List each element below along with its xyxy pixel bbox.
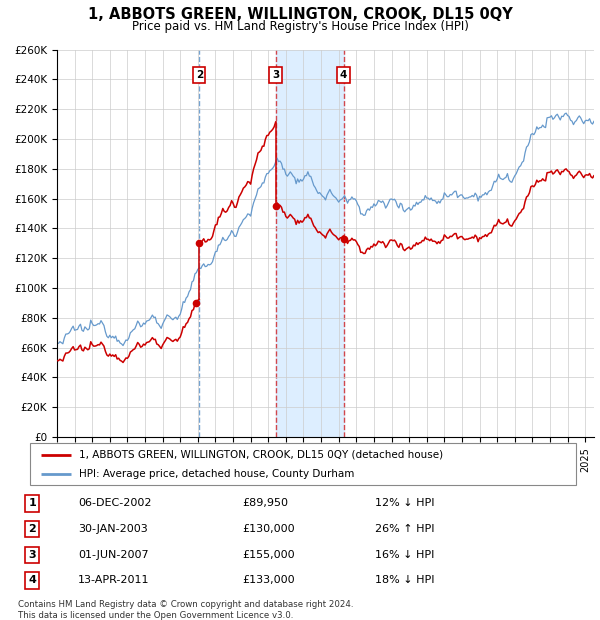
Text: 13-APR-2011: 13-APR-2011 <box>78 575 150 585</box>
Text: £133,000: £133,000 <box>242 575 295 585</box>
Text: 18% ↓ HPI: 18% ↓ HPI <box>375 575 434 585</box>
Text: 4: 4 <box>340 70 347 80</box>
Text: 16% ↓ HPI: 16% ↓ HPI <box>375 550 434 560</box>
Text: Contains HM Land Registry data © Crown copyright and database right 2024.
This d: Contains HM Land Registry data © Crown c… <box>18 600 353 619</box>
Text: Price paid vs. HM Land Registry's House Price Index (HPI): Price paid vs. HM Land Registry's House … <box>131 20 469 33</box>
Text: £89,950: £89,950 <box>242 498 289 508</box>
Text: 2: 2 <box>196 70 203 80</box>
Text: HPI: Average price, detached house, County Durham: HPI: Average price, detached house, Coun… <box>79 469 355 479</box>
Text: 01-JUN-2007: 01-JUN-2007 <box>78 550 149 560</box>
Text: £155,000: £155,000 <box>242 550 295 560</box>
Text: 3: 3 <box>28 550 36 560</box>
Text: 26% ↑ HPI: 26% ↑ HPI <box>375 524 434 534</box>
Text: 30-JAN-2003: 30-JAN-2003 <box>78 524 148 534</box>
Text: 06-DEC-2002: 06-DEC-2002 <box>78 498 152 508</box>
Text: 12% ↓ HPI: 12% ↓ HPI <box>375 498 434 508</box>
Bar <box>275 50 344 437</box>
FancyBboxPatch shape <box>30 443 576 485</box>
Text: 4: 4 <box>28 575 36 585</box>
Text: 3: 3 <box>272 70 279 80</box>
Text: 1: 1 <box>28 498 36 508</box>
Text: 2: 2 <box>28 524 36 534</box>
Text: 1, ABBOTS GREEN, WILLINGTON, CROOK, DL15 0QY (detached house): 1, ABBOTS GREEN, WILLINGTON, CROOK, DL15… <box>79 450 443 459</box>
Text: 1, ABBOTS GREEN, WILLINGTON, CROOK, DL15 0QY: 1, ABBOTS GREEN, WILLINGTON, CROOK, DL15… <box>88 7 512 22</box>
Text: £130,000: £130,000 <box>242 524 295 534</box>
